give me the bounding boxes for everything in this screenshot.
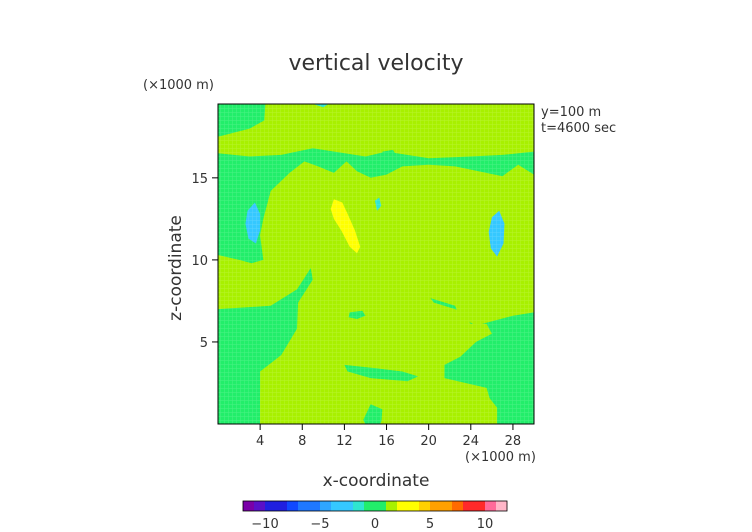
colorbar [242, 500, 508, 512]
y-axis-label: z-coordinate [166, 215, 186, 321]
colorbar-swatch [320, 501, 332, 511]
x-tick-label: 8 [298, 434, 306, 449]
colorbar-swatch [441, 501, 453, 511]
colorbar-swatch [430, 501, 442, 511]
colorbar-swatch [452, 501, 464, 511]
colorbar-swatch [254, 501, 266, 511]
colorbar-swatch [408, 501, 420, 511]
colorbar-swatch [243, 501, 255, 511]
colorbar-tick-label: 5 [426, 517, 434, 532]
x-axis-label: x-coordinate [323, 471, 430, 491]
colorbar-tick-label: −5 [310, 517, 329, 532]
colorbar-swatch [265, 501, 277, 511]
colorbar-swatch [364, 501, 376, 511]
x-tick-label: 4 [256, 434, 264, 449]
x-axis: 4 8 12 16 20 24 28 [256, 424, 521, 449]
info-line-y: y=100 m [541, 105, 601, 120]
colorbar-swatch [276, 501, 288, 511]
colorbar-swatch [496, 501, 508, 511]
colorbar-tick-label: 10 [477, 517, 494, 532]
colorbar-swatch [331, 501, 343, 511]
colorbar-tick-label: −10 [251, 517, 278, 532]
colorbar-swatch [386, 501, 398, 511]
colorbar-swatch [397, 501, 409, 511]
plot-grid-overlay [218, 104, 534, 424]
colorbar-swatch [309, 501, 321, 511]
x-unit-label: (×1000 m) [465, 450, 536, 465]
plot-frame [217, 103, 535, 425]
y-axis: 5 10 15 [191, 172, 218, 351]
x-tick-label: 16 [378, 434, 395, 449]
colorbar-swatch [463, 501, 475, 511]
colorbar-swatch [287, 501, 299, 511]
info-line-t: t=4600 sec [541, 121, 616, 136]
colorbar-tick-label: 0 [371, 517, 379, 532]
colorbar-frame [242, 500, 508, 512]
colorbar-swatch [474, 501, 486, 511]
colorbar-swatch [419, 501, 431, 511]
y-unit-label: (×1000 m) [143, 78, 214, 93]
y-tick-label: 15 [191, 172, 208, 187]
colorbar-swatch [342, 501, 354, 511]
colorbar-ticks: −10 −5 0 5 10 [251, 517, 493, 532]
colorbar-swatch [353, 501, 365, 511]
colorbar-swatch [485, 501, 497, 511]
colorbar-swatch [298, 501, 310, 511]
chart-title: vertical velocity [288, 51, 463, 76]
colorbar-swatch [375, 501, 387, 511]
x-tick-label: 24 [463, 434, 480, 449]
y-tick-label: 5 [200, 336, 208, 351]
y-tick-label: 10 [191, 254, 208, 269]
x-tick-label: 20 [420, 434, 437, 449]
x-tick-label: 12 [336, 434, 353, 449]
x-tick-label: 28 [505, 434, 522, 449]
